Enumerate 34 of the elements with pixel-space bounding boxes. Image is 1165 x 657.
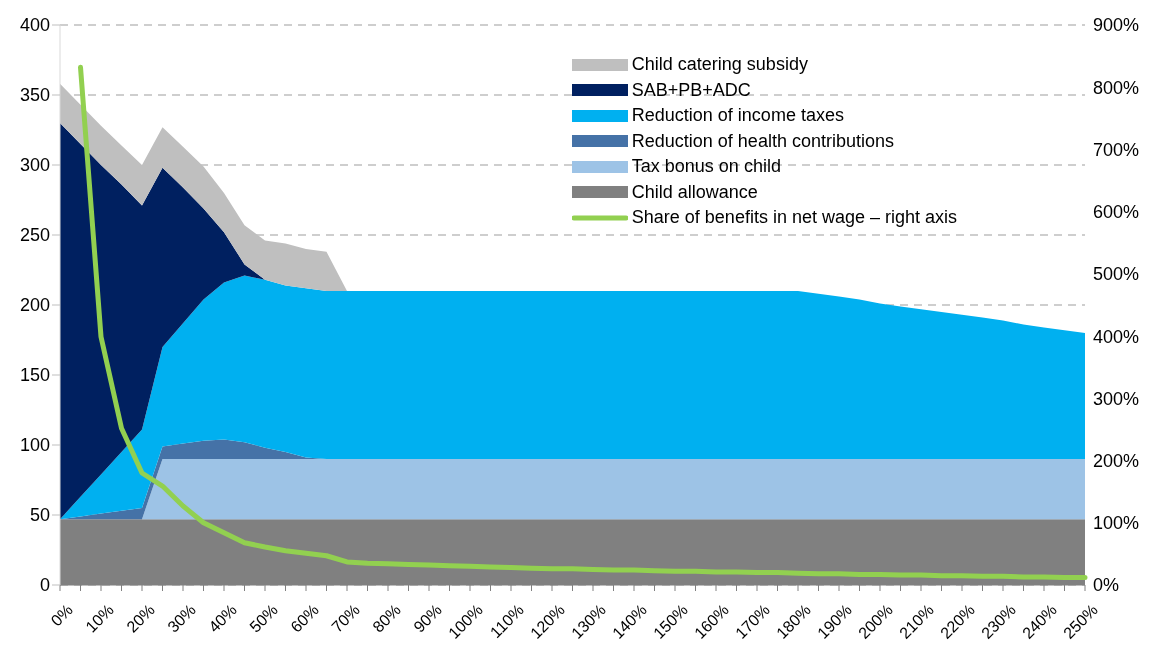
- legend-label: Reduction of health contributions: [631, 130, 894, 152]
- y-tick-label: 350: [19, 85, 50, 106]
- y-tick-label: 100: [19, 435, 50, 456]
- legend-label: Child allowance: [631, 181, 758, 203]
- x-tick-label: 80%: [369, 601, 405, 636]
- y2-tick-label: 600%: [1093, 202, 1140, 223]
- y2-tick-label: 200%: [1093, 450, 1140, 471]
- x-tick-label: 40%: [205, 601, 241, 636]
- legend-label: Share of benefits in net wage – right axis: [631, 207, 957, 229]
- y-tick-label: 150: [19, 365, 50, 386]
- y2-tick-label: 400%: [1093, 326, 1140, 347]
- legend-label: Tax bonus on child: [631, 156, 781, 178]
- x-tick-label: 90%: [410, 601, 446, 636]
- y2-tick-label: 0%: [1093, 575, 1120, 596]
- y2-tick-label: 900%: [1093, 15, 1140, 36]
- x-tick-label: 60%: [287, 601, 323, 636]
- y2-tick-label: 500%: [1093, 264, 1140, 285]
- y-tick-label: 0: [39, 575, 50, 596]
- y-tick-label: 200: [19, 295, 50, 316]
- y2-tick-label: 300%: [1093, 388, 1140, 409]
- y-tick-label: 250: [19, 225, 50, 246]
- y-tick-label: 400: [19, 15, 50, 36]
- y2-tick-label: 100%: [1093, 513, 1140, 534]
- y2-tick-label: 800%: [1093, 77, 1140, 98]
- legend-label: SAB+PB+ADC: [631, 79, 751, 101]
- y-tick-label: 50: [29, 505, 50, 526]
- x-tick-label: 70%: [328, 601, 364, 636]
- legend-label: Child catering subsidy: [631, 54, 808, 76]
- y2-tick-label: 700%: [1093, 139, 1140, 160]
- y-tick-label: 300: [19, 155, 50, 176]
- x-tick-label: 30%: [164, 601, 200, 636]
- legend-label: Reduction of income taxes: [631, 105, 844, 127]
- x-tick-label: 50%: [246, 601, 282, 636]
- x-tick-label: 0%: [47, 601, 77, 630]
